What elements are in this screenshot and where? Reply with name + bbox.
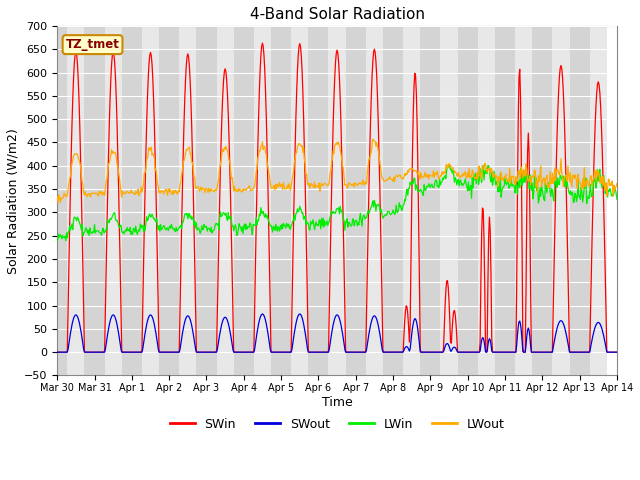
Legend: SWin, SWout, LWin, LWout: SWin, SWout, LWin, LWout	[164, 413, 509, 436]
Bar	[430, 26, 440, 375]
Bar	[207, 26, 216, 375]
Bar	[617, 26, 627, 375]
Bar	[580, 26, 589, 375]
Bar	[319, 26, 328, 375]
Bar	[122, 26, 132, 375]
Bar	[403, 26, 420, 375]
Bar	[84, 26, 95, 375]
Bar	[420, 26, 430, 375]
Bar	[271, 26, 281, 375]
Bar	[67, 26, 84, 375]
Bar	[308, 26, 319, 375]
Bar	[477, 26, 495, 375]
Bar	[291, 26, 308, 375]
Bar	[383, 26, 393, 375]
Bar	[346, 26, 356, 375]
Title: 4-Band Solar Radiation: 4-Band Solar Radiation	[250, 7, 424, 22]
Bar	[532, 26, 542, 375]
Bar	[515, 26, 532, 375]
Bar	[542, 26, 552, 375]
Bar	[328, 26, 346, 375]
Bar	[440, 26, 458, 375]
Bar	[216, 26, 234, 375]
Bar	[458, 26, 468, 375]
Bar	[244, 26, 254, 375]
Bar	[104, 26, 122, 375]
Bar	[589, 26, 607, 375]
Bar	[142, 26, 159, 375]
Bar	[179, 26, 196, 375]
X-axis label: Time: Time	[322, 396, 353, 409]
Bar	[366, 26, 383, 375]
Bar	[505, 26, 515, 375]
Bar	[254, 26, 271, 375]
Bar	[169, 26, 179, 375]
Bar	[57, 26, 67, 375]
Bar	[393, 26, 403, 375]
Bar	[132, 26, 142, 375]
Bar	[95, 26, 104, 375]
Bar	[281, 26, 291, 375]
Bar	[196, 26, 207, 375]
Bar	[234, 26, 244, 375]
Y-axis label: Solar Radiation (W/m2): Solar Radiation (W/m2)	[7, 128, 20, 274]
Bar	[495, 26, 505, 375]
Text: TZ_tmet: TZ_tmet	[66, 38, 120, 51]
Bar	[552, 26, 570, 375]
Bar	[617, 26, 627, 375]
Bar	[468, 26, 477, 375]
Bar	[570, 26, 580, 375]
Bar	[356, 26, 366, 375]
Bar	[159, 26, 169, 375]
